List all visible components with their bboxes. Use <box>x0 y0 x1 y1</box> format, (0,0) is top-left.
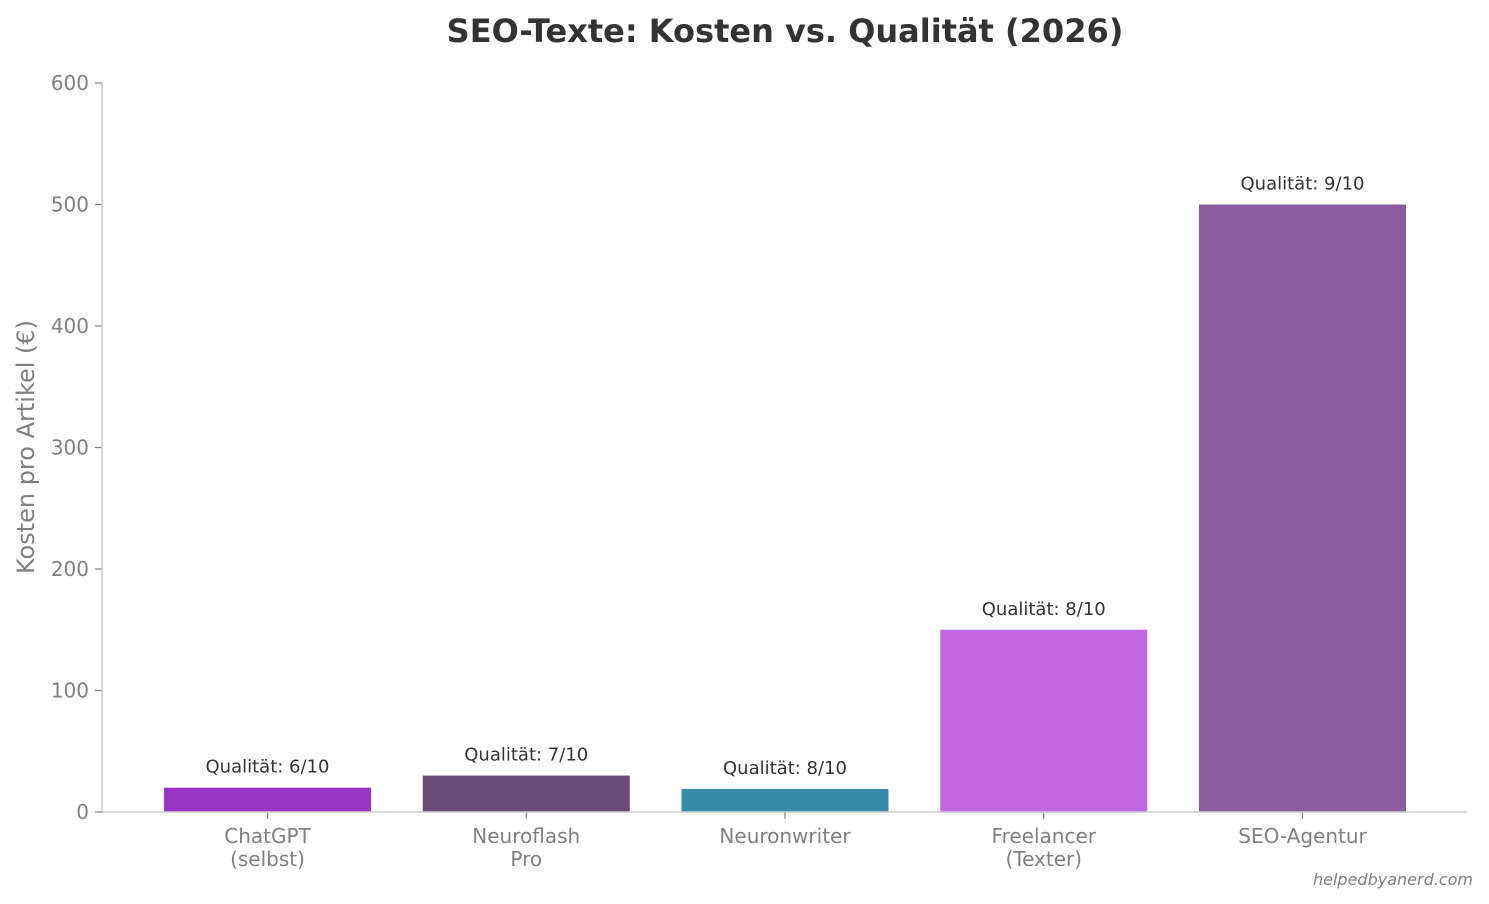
x-tick-label-line: SEO-Agentur <box>1238 824 1367 848</box>
chart-title: SEO-Texte: Kosten vs. Qualität (2026) <box>447 12 1124 50</box>
bar <box>940 629 1148 812</box>
bar-data-label: Qualität: 6/10 <box>206 757 330 778</box>
x-tick-label-line: (selbst) <box>230 847 305 871</box>
y-axis-ticks: 0 100 200 300 400 500 600 <box>51 71 102 824</box>
bar <box>681 788 889 812</box>
bar <box>164 787 371 812</box>
bar-data-label: Qualität: 9/10 <box>1241 174 1365 195</box>
bar-data-label: Qualität: 8/10 <box>982 599 1106 620</box>
y-tick-label: 100 <box>51 679 89 703</box>
y-tick-label: 0 <box>76 800 89 824</box>
x-tick-label-line: ChatGPT <box>224 824 311 848</box>
x-tick-label: Freelancer (Texter) <box>992 824 1097 871</box>
y-tick-label: 200 <box>51 557 89 581</box>
x-tick-label: ChatGPT (selbst) <box>224 824 311 871</box>
bar <box>422 775 630 812</box>
x-axis-ticks: ChatGPT (selbst) Neuroflash Pro Neuronwriter… <box>224 812 1368 871</box>
y-tick-label: 400 <box>51 314 89 338</box>
x-tick-label: Neuronwriter <box>719 824 851 848</box>
x-tick-label-line: Pro <box>510 847 542 871</box>
x-tick-label: Neuroflash Pro <box>472 824 580 871</box>
bar <box>1199 204 1406 812</box>
bar-data-label: Qualität: 7/10 <box>464 745 588 766</box>
y-axis-label: Kosten pro Artikel (€) <box>12 320 40 574</box>
y-tick-label: 600 <box>51 71 89 95</box>
x-tick-label: SEO-Agentur <box>1238 824 1367 848</box>
y-tick-label: 300 <box>51 436 89 460</box>
x-tick-label-line: (Texter) <box>1005 847 1082 871</box>
x-tick-label-line: Freelancer <box>992 824 1097 848</box>
bar-data-label: Qualität: 8/10 <box>723 758 847 779</box>
x-tick-label-line: Neuroflash <box>472 824 580 848</box>
bars: Qualität: 6/10 Qualität: 7/10 Qualität: 8/… <box>164 174 1406 812</box>
x-tick-label-line: Neuronwriter <box>719 824 851 848</box>
y-tick-label: 500 <box>51 193 89 217</box>
credit-text: helpedbyanerd.com <box>1313 870 1473 889</box>
